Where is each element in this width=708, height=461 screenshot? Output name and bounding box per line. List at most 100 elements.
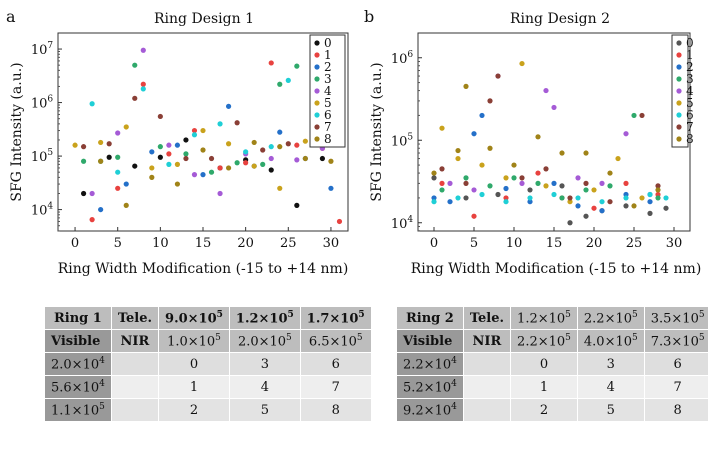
data-point-series-2	[479, 112, 485, 119]
design-index: 1	[510, 375, 578, 399]
data-point-series-4	[575, 175, 581, 181]
x-axis-label: Ring Width Modification (-15 to +14 nm)	[411, 261, 702, 277]
table-corner: Ring 2	[396, 306, 464, 330]
tele-value: 3.5×105	[643, 306, 708, 330]
data-point-series-3	[234, 160, 240, 166]
data-point-series-4	[166, 142, 172, 148]
data-point-series-6	[166, 161, 172, 167]
design-index: 3	[228, 352, 301, 376]
data-point-series-1	[535, 170, 541, 176]
data-point-series-0	[583, 213, 589, 219]
data-point-series-6	[285, 77, 291, 83]
legend-marker	[314, 52, 320, 58]
data-point-series-1	[294, 142, 300, 148]
data-point-series-0	[463, 195, 469, 201]
data-point-series-3	[277, 81, 283, 87]
figure: a b Ring Design 1 Ring Width Modificatio…	[6, 7, 701, 277]
nir-value: 2.0×105	[228, 329, 301, 353]
data-point-series-8	[487, 145, 493, 151]
data-point-series-1	[336, 218, 343, 225]
tele-value: 1.2×105	[510, 306, 578, 330]
data-point-series-1	[503, 195, 509, 201]
data-point-series-2	[447, 199, 453, 205]
data-point-series-5	[123, 124, 129, 130]
legend-marker	[314, 124, 320, 130]
data-point-series-7	[639, 112, 645, 119]
empty-cell	[110, 375, 160, 399]
data-point-series-7	[487, 98, 493, 104]
x-tick-label: 25	[280, 236, 297, 251]
y-axis-label: SFG Intensity (a.u.)	[9, 62, 25, 201]
data-point-series-8	[559, 150, 565, 156]
legend-marker	[676, 52, 682, 58]
data-point-series-0	[294, 202, 300, 208]
x-tick-label: 5	[470, 236, 478, 251]
data-point-series-6	[455, 195, 461, 201]
data-point-series-5	[251, 163, 257, 169]
data-point-series-6	[479, 191, 485, 198]
legend-label: 6	[686, 108, 694, 122]
x-tick-label: 25	[626, 236, 643, 251]
empty-cell	[110, 398, 160, 422]
data-point-series-0	[132, 163, 138, 169]
chart-ring-design-2: Ring Design 2 Ring Width Modification (-…	[369, 11, 701, 277]
legend-marker	[676, 112, 682, 118]
data-point-series-4	[89, 190, 95, 197]
legend-marker	[314, 40, 320, 46]
data-point-series-7	[607, 199, 613, 205]
data-point-series-2	[98, 206, 104, 213]
chart-ring-design-1: Ring Design 1 Ring Width Modification (-…	[9, 11, 349, 277]
legend-label: 0	[686, 36, 694, 50]
data-point-series-1	[191, 127, 198, 134]
empty-cell	[110, 352, 160, 376]
legend-label: 5	[686, 96, 694, 110]
data-point-series-4	[543, 87, 549, 94]
x-tick-label: 10	[506, 236, 523, 251]
data-point-series-7	[655, 183, 661, 189]
y-tick-label: 105	[31, 148, 54, 165]
data-point-series-3	[583, 187, 589, 193]
data-point-series-6	[115, 169, 121, 175]
data-point-series-8	[511, 162, 517, 168]
data-point-series-7	[439, 166, 445, 172]
visible-value: 2.2×104	[396, 352, 464, 376]
data-point-series-4	[140, 47, 146, 53]
data-point-series-8	[302, 155, 308, 162]
data-point-series-6	[217, 121, 223, 127]
visible-value: 5.2×104	[396, 375, 464, 399]
data-point-series-6	[599, 199, 605, 205]
data-point-series-6	[503, 199, 509, 205]
data-point-series-1	[471, 213, 477, 219]
data-point-series-1	[268, 60, 274, 66]
data-point-series-3	[294, 63, 300, 69]
data-point-series-8	[174, 181, 181, 187]
data-point-series-8	[149, 174, 155, 180]
y-tick-label: 106	[31, 95, 54, 112]
table-corner: Ring 1	[44, 306, 112, 330]
nir-label: NIR	[110, 329, 160, 353]
legend-label: 4	[324, 84, 332, 98]
data-point-series-7	[543, 166, 549, 172]
data-point-series-6	[243, 149, 249, 155]
x-tick-label: 5	[114, 236, 122, 251]
legend-marker	[676, 124, 682, 130]
data-point-series-3	[183, 151, 189, 157]
chart-title: Ring Design 2	[510, 11, 610, 27]
data-point-series-8	[535, 134, 541, 140]
visible-label: Visible	[44, 329, 112, 353]
design-index: 0	[158, 352, 230, 376]
data-point-series-1	[591, 205, 597, 211]
data-point-series-7	[183, 155, 189, 162]
legend-marker	[314, 88, 320, 94]
data-point-series-5	[503, 175, 509, 181]
data-point-series-7	[157, 113, 163, 120]
data-point-series-2	[149, 149, 155, 155]
x-tick-label: 30	[666, 236, 683, 251]
data-point-series-1	[623, 180, 629, 186]
data-point-series-1	[89, 217, 95, 223]
y-tick-label: 104	[31, 202, 54, 219]
data-point-series-8	[200, 147, 206, 153]
ring1-table: Ring 1 Tele. 9.0×105 1.2×105 1.7×105 Vis…	[44, 306, 372, 422]
data-point-series-3	[260, 161, 266, 167]
